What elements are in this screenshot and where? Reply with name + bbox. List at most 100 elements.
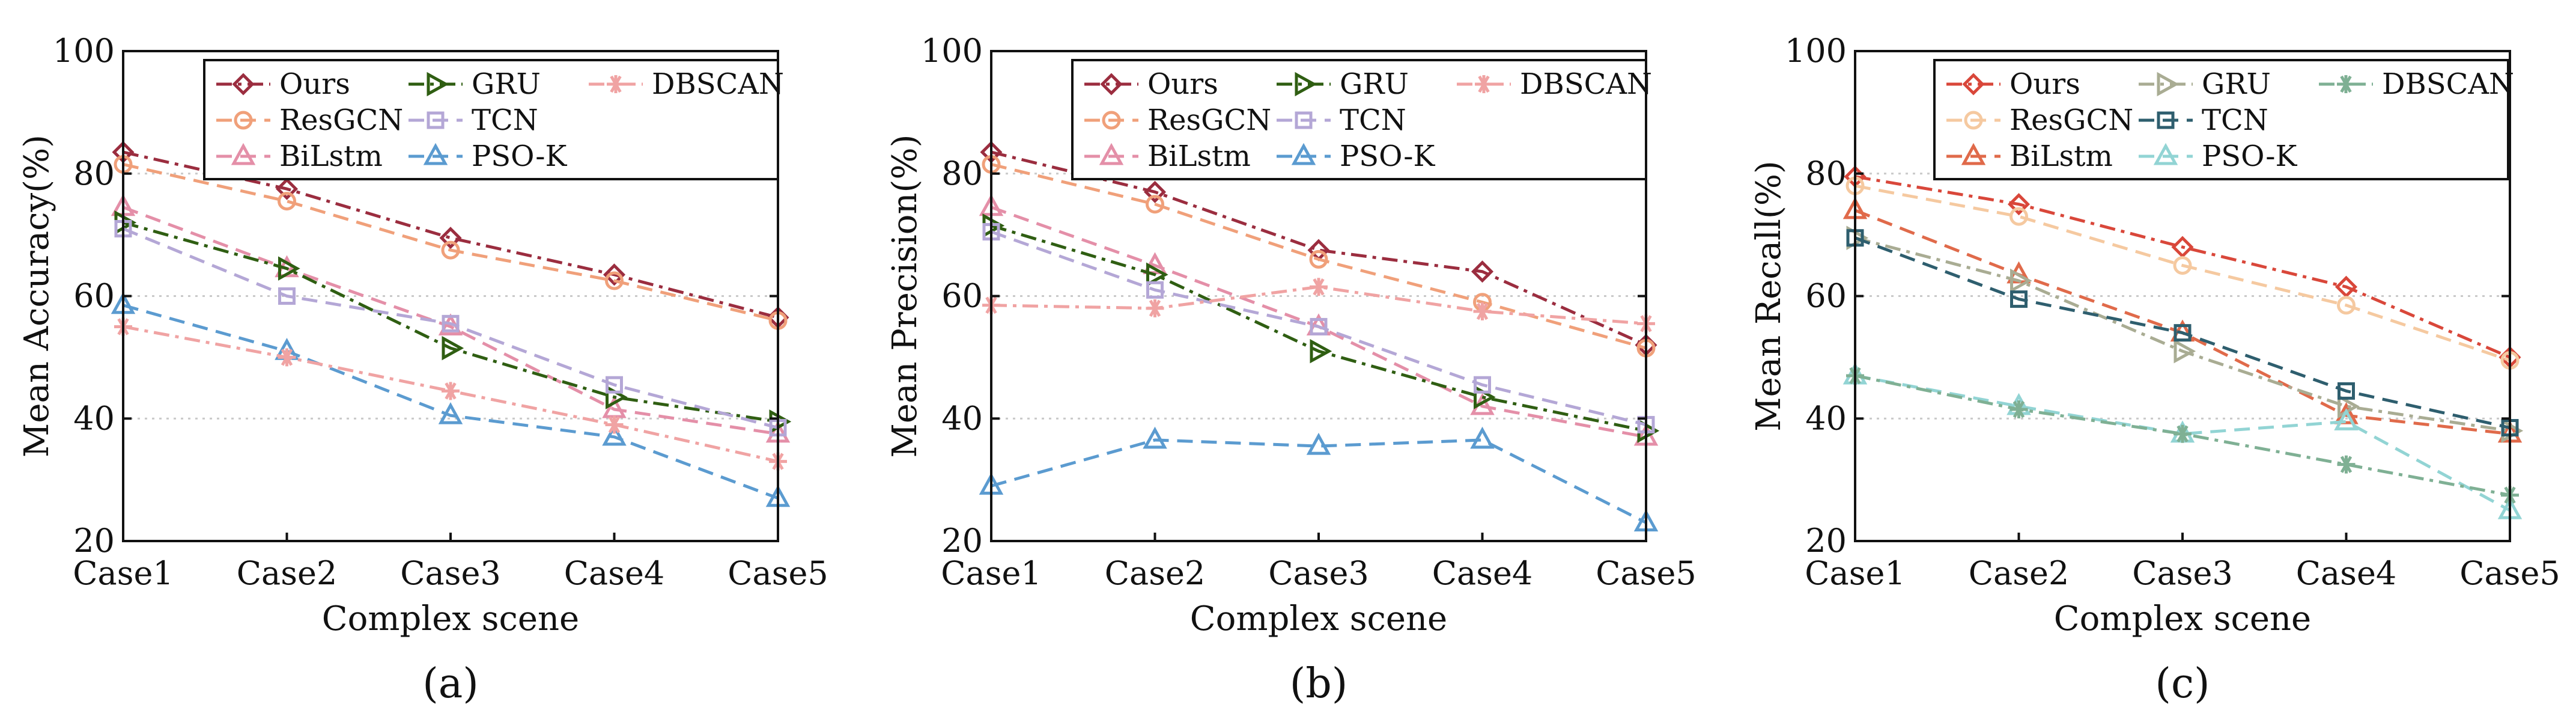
- y-axis-title: Mean Accuracy(%): [17, 135, 56, 457]
- legend-label: ResGCN: [2009, 103, 2133, 137]
- series-line-pso-k: [991, 438, 1647, 524]
- legend-item-pso-k: PSO-K: [2139, 139, 2298, 173]
- data-point-bilstm: [1143, 252, 1167, 275]
- legend-label: DBSCAN: [1520, 67, 1652, 101]
- panel-caption: (c): [2155, 660, 2210, 708]
- legend-marker: [423, 142, 448, 165]
- y-tick-label: 60: [1805, 277, 1847, 315]
- series-line-dbscan: [991, 285, 1647, 325]
- data-point-dbscan: [1146, 299, 1164, 317]
- panel-caption: (a): [422, 660, 479, 708]
- x-tick-label: Case3: [2132, 554, 2233, 592]
- data-point-pso-k: [602, 423, 627, 446]
- data-point-gru: [442, 335, 464, 361]
- series-dbscan: [1846, 366, 2519, 504]
- data-point-ours: [2007, 193, 2031, 216]
- y-tick-label: 40: [1805, 399, 1847, 437]
- data-point-ours: [1143, 180, 1167, 203]
- legend-label: GRU: [2202, 67, 2271, 101]
- legend-label: Ours: [2009, 67, 2080, 101]
- data-point-resgcn: [278, 192, 296, 211]
- series-line-pso-k: [1855, 374, 2511, 512]
- data-point-ours: [275, 177, 299, 200]
- data-point-resgcn: [605, 271, 624, 290]
- x-tick-label: Case1: [1805, 554, 1906, 592]
- data-point-tcn: [442, 314, 460, 332]
- legend-label: DBSCAN: [652, 67, 784, 101]
- legend-item-bilstm: BiLstm: [216, 139, 383, 173]
- y-axis-title: Mean Precision(%): [886, 135, 925, 458]
- legend-marker: [1295, 111, 1313, 129]
- legend-marker: [1295, 72, 1317, 97]
- x-tick-label: Case3: [1268, 554, 1369, 592]
- data-point-ours: [603, 263, 626, 286]
- legend-label: PSO-K: [472, 139, 568, 173]
- x-tick-label: Case1: [941, 554, 1042, 592]
- y-tick-label: 20: [73, 522, 115, 560]
- legend-label: BiLstm: [279, 139, 383, 173]
- series-line-resgcn: [1855, 184, 2511, 362]
- data-point-ours: [2171, 236, 2194, 258]
- legend-item-gru: GRU: [2139, 67, 2271, 101]
- data-point-resgcn: [1146, 195, 1164, 214]
- series-dbscan: [114, 317, 787, 471]
- legend-marker: [1100, 73, 1123, 96]
- data-point-tcn: [2174, 324, 2192, 342]
- series-pso-k: [979, 426, 1659, 531]
- x-tick-label: Case2: [1105, 554, 1206, 592]
- x-tick-label: Case5: [1596, 554, 1697, 592]
- x-tick-label: Case2: [1969, 554, 2070, 592]
- x-axis-title: Complex scene: [1190, 599, 1447, 638]
- legend-marker: [1099, 142, 1124, 165]
- data-point-dbscan: [442, 382, 460, 400]
- legend-label: Ours: [279, 67, 350, 101]
- legend-label: PSO-K: [2202, 139, 2298, 173]
- y-tick-label: 60: [941, 277, 983, 315]
- data-point-pso-k: [1143, 426, 1167, 449]
- legend-item-bilstm: BiLstm: [1946, 139, 2113, 173]
- data-point-gru: [278, 256, 300, 281]
- data-point-pso-k: [1470, 426, 1495, 449]
- series-line-dbscan: [1855, 374, 2511, 497]
- data-point-pso-k: [438, 402, 463, 424]
- series-tcn: [982, 223, 1655, 433]
- data-point-tcn: [606, 376, 623, 394]
- data-point-tcn: [2010, 290, 2028, 308]
- legend-item-gru: GRU: [409, 67, 541, 101]
- legend-marker: [607, 75, 625, 93]
- series-line-tcn: [991, 230, 1647, 426]
- legend-marker: [427, 111, 445, 129]
- y-tick-label: 80: [941, 154, 983, 192]
- legend-item-ours: Ours: [1084, 67, 1218, 101]
- data-point-resgcn: [441, 240, 460, 260]
- legend-marker: [2157, 111, 2175, 129]
- legend-item-bilstm: BiLstm: [1084, 139, 1251, 173]
- legend-marker: [234, 111, 253, 130]
- legend-marker: [1475, 75, 1493, 93]
- legend-marker: [1964, 111, 1983, 130]
- legend-item-ours: Ours: [216, 67, 350, 101]
- data-point-ours: [2334, 275, 2358, 298]
- x-tick-label: Case4: [1432, 554, 1533, 592]
- y-tick-label: 80: [1805, 154, 1847, 192]
- chart-panel-3: 20 40 60 80 100 Case1 Case2 Case3 Case4 Case5 Comp…: [1749, 32, 2560, 708]
- data-point-ours: [439, 227, 462, 249]
- x-tick-label: Case1: [73, 554, 174, 592]
- data-point-ours: [1471, 260, 1494, 283]
- legend-marker: [1961, 142, 1986, 165]
- legend-label: BiLstm: [2009, 139, 2113, 173]
- y-tick-label: 80: [73, 154, 115, 192]
- data-point-dbscan: [605, 415, 624, 434]
- series-line-ours: [1855, 175, 2511, 359]
- legend-item-ours: Ours: [1946, 67, 2080, 101]
- legend-label: ResGCN: [1147, 103, 1271, 137]
- y-tick-label: 40: [941, 399, 983, 437]
- data-point-gru: [2010, 268, 2032, 293]
- data-point-dbscan: [1310, 278, 1328, 296]
- legend-label: PSO-K: [1340, 139, 1436, 173]
- data-point-gru: [1310, 338, 1332, 364]
- legend-label: GRU: [472, 67, 541, 101]
- x-tick-label: Case5: [2459, 554, 2560, 592]
